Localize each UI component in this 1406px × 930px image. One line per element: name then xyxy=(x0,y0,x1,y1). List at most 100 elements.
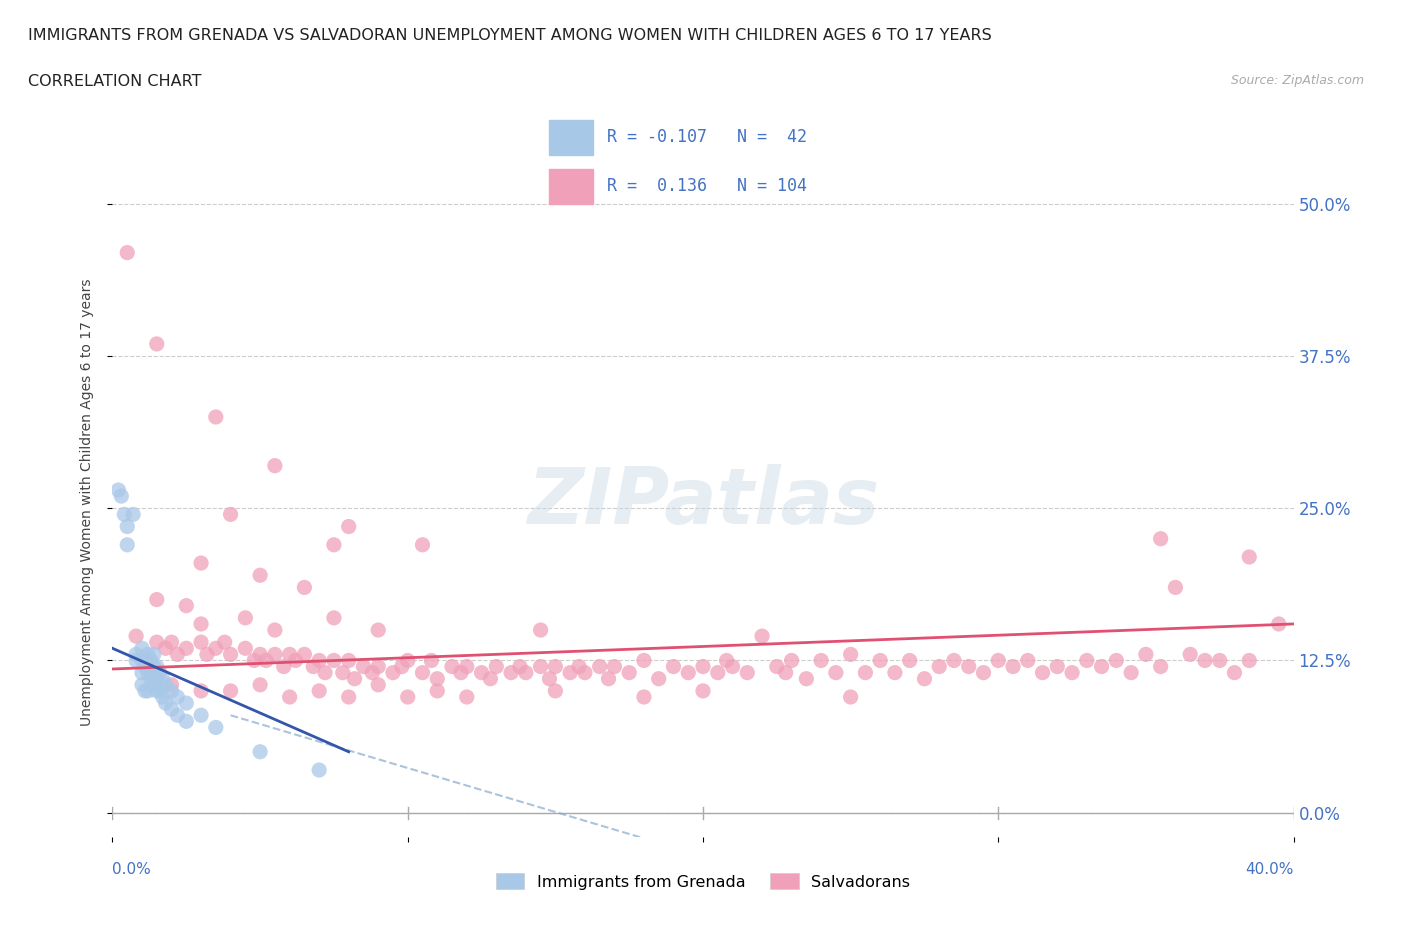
Point xyxy=(205,720,228,735)
Point xyxy=(855,665,877,680)
Point xyxy=(160,684,183,698)
Point xyxy=(264,647,287,662)
Point xyxy=(107,483,129,498)
Point xyxy=(751,629,773,644)
Point xyxy=(264,622,287,637)
Point xyxy=(233,610,256,625)
Point xyxy=(721,659,744,674)
Point xyxy=(501,665,523,680)
Point xyxy=(367,677,389,692)
Point xyxy=(426,671,449,686)
Point xyxy=(633,653,655,668)
Point xyxy=(619,665,641,680)
Point xyxy=(420,653,443,668)
Point xyxy=(166,708,188,723)
Point xyxy=(1180,647,1202,662)
Point xyxy=(839,647,862,662)
Point xyxy=(352,659,374,674)
Point xyxy=(839,689,862,704)
Point xyxy=(529,659,551,674)
Point xyxy=(426,684,449,698)
Point xyxy=(1150,531,1173,546)
Point xyxy=(647,671,671,686)
Point xyxy=(323,653,346,668)
Point xyxy=(273,659,295,674)
Point xyxy=(716,653,738,668)
Point xyxy=(1001,659,1024,674)
Point xyxy=(243,653,266,668)
Point xyxy=(1194,653,1216,668)
Point xyxy=(796,671,818,686)
Point xyxy=(146,592,169,607)
Point xyxy=(337,653,360,668)
Point xyxy=(308,653,330,668)
Point xyxy=(136,647,159,662)
Point xyxy=(249,647,271,662)
Text: IMMIGRANTS FROM GRENADA VS SALVADORAN UNEMPLOYMENT AMONG WOMEN WITH CHILDREN AGE: IMMIGRANTS FROM GRENADA VS SALVADORAN UN… xyxy=(28,28,991,43)
Point xyxy=(337,689,360,704)
Point xyxy=(146,659,169,674)
Point xyxy=(249,568,271,583)
Point xyxy=(942,653,965,668)
Point xyxy=(155,641,177,656)
Point xyxy=(1105,653,1128,668)
Point xyxy=(131,677,153,692)
Point xyxy=(278,647,301,662)
Bar xyxy=(548,120,593,154)
Point xyxy=(1164,580,1187,595)
Text: 0.0%: 0.0% xyxy=(112,862,152,877)
Point xyxy=(155,696,177,711)
Point xyxy=(412,538,434,552)
Point xyxy=(810,653,832,668)
Point xyxy=(914,671,936,686)
Point xyxy=(117,538,138,552)
Point xyxy=(603,659,626,674)
Point xyxy=(314,665,336,680)
Text: R = -0.107   N =  42: R = -0.107 N = 42 xyxy=(607,128,807,146)
Point xyxy=(152,671,174,686)
Point xyxy=(131,641,153,656)
Point xyxy=(412,665,434,680)
Point xyxy=(131,665,153,680)
Point xyxy=(987,653,1010,668)
Point xyxy=(456,689,478,704)
Point xyxy=(146,635,169,650)
Point xyxy=(323,538,346,552)
Point xyxy=(190,684,212,698)
Point xyxy=(149,665,172,680)
Point xyxy=(1032,665,1054,680)
Point xyxy=(515,665,537,680)
Point xyxy=(529,622,551,637)
Point xyxy=(110,488,132,503)
Point xyxy=(249,677,271,692)
Point xyxy=(1119,665,1142,680)
Point xyxy=(367,622,389,637)
Point xyxy=(780,653,803,668)
Point xyxy=(957,659,980,674)
Point xyxy=(195,647,218,662)
Point xyxy=(125,653,148,668)
Point xyxy=(479,671,502,686)
Point xyxy=(662,659,685,674)
Point xyxy=(166,647,188,662)
Point xyxy=(160,635,183,650)
Point xyxy=(125,629,148,644)
Point xyxy=(190,555,212,570)
Point xyxy=(292,647,315,662)
Point xyxy=(125,647,148,662)
Point xyxy=(131,653,153,668)
Point xyxy=(302,659,325,674)
Point xyxy=(264,458,287,473)
Point xyxy=(219,507,242,522)
Point xyxy=(174,696,197,711)
Point xyxy=(361,665,384,680)
Point xyxy=(160,677,183,692)
Point xyxy=(1062,665,1084,680)
Text: Source: ZipAtlas.com: Source: ZipAtlas.com xyxy=(1230,74,1364,87)
Point xyxy=(775,665,797,680)
Point xyxy=(308,684,330,698)
Point xyxy=(1135,647,1157,662)
Point xyxy=(323,610,346,625)
Point xyxy=(973,665,995,680)
Point xyxy=(391,659,413,674)
